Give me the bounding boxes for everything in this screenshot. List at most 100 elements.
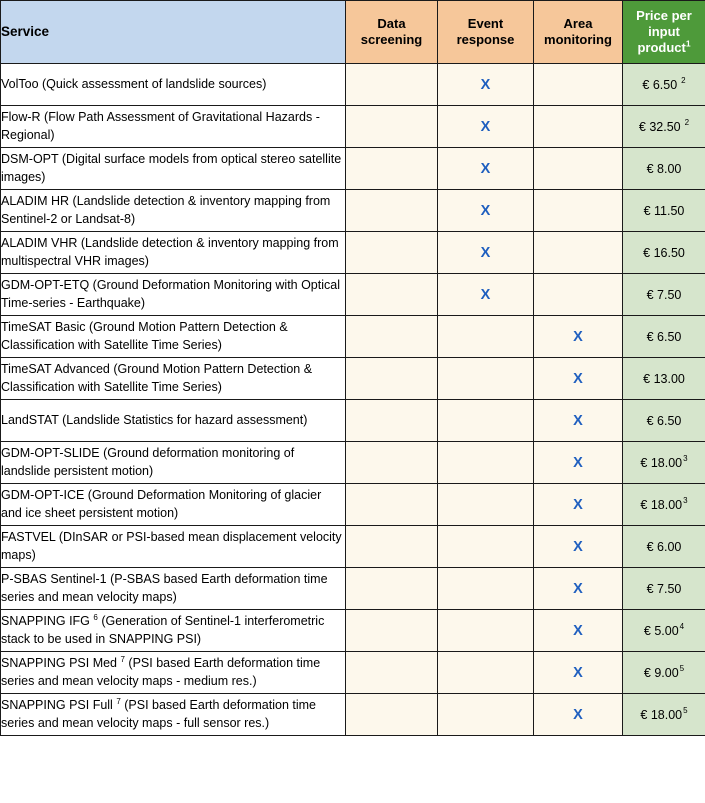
cell-event-response-empty — [437, 651, 534, 694]
cell-price: € 7.50 — [622, 273, 705, 316]
service-name-cell: GDM-OPT-ICE (Ground Deformation Monitori… — [0, 483, 346, 526]
column-header-area-monitoring: Area monitoring — [533, 0, 623, 64]
cell-event-response-empty — [437, 693, 534, 736]
service-name-cell: TimeSAT Basic (Ground Motion Pattern Det… — [0, 315, 346, 358]
cell-data-screening-empty — [345, 63, 438, 106]
price-footnote-marker: 2 — [681, 76, 686, 86]
cell-event-response-empty — [437, 399, 534, 442]
price-value: € 5.00 — [643, 623, 679, 638]
price-footnote-marker: 4 — [679, 622, 685, 632]
price-header-line-1: Price per — [636, 7, 692, 23]
cell-data-screening-empty — [345, 693, 438, 736]
price-footnote-marker: 3 — [683, 496, 688, 506]
table-row: P-SBAS Sentinel-1 (P-SBAS based Earth de… — [0, 567, 705, 610]
price-value: € 7.50 — [646, 287, 682, 302]
cell-event-response-empty — [437, 357, 534, 400]
cell-event-response-marked: X — [437, 231, 534, 274]
cell-price: € 8.00 — [622, 147, 705, 190]
table-row: SNAPPING IFG 6 (Generation of Sentinel-1… — [0, 609, 705, 652]
service-name-cell: FASTVEL (DInSAR or PSI-based mean displa… — [0, 525, 346, 568]
cell-event-response-empty — [437, 441, 534, 484]
cell-area-monitoring-marked: X — [533, 609, 623, 652]
price-header-line-2: input — [648, 23, 680, 39]
service-description-text: (PSI based Earth deformation time series… — [1, 697, 316, 730]
price-value: € 18.00 — [640, 497, 683, 512]
price-value: € 6.50 — [642, 77, 678, 92]
cell-event-response-marked: X — [437, 273, 534, 316]
cell-price: € 9.005 — [622, 651, 705, 694]
cell-price: € 6.50 2 — [622, 63, 705, 106]
cell-data-screening-empty — [345, 315, 438, 358]
price-value: € 6.50 — [646, 329, 682, 344]
cell-area-monitoring-empty — [533, 63, 623, 106]
cell-data-screening-empty — [345, 441, 438, 484]
table-header: Service Data screening Event response Ar… — [0, 0, 705, 64]
service-footnote-marker: 7 — [116, 696, 121, 706]
table-row: TimeSAT Basic (Ground Motion Pattern Det… — [0, 315, 705, 358]
cell-area-monitoring-marked: X — [533, 693, 623, 736]
cell-area-monitoring-marked: X — [533, 567, 623, 610]
table-row: GDM-OPT-ICE (Ground Deformation Monitori… — [0, 483, 705, 526]
table-row: ALADIM HR (Landslide detection & invento… — [0, 189, 705, 232]
service-price-table: Service Data screening Event response Ar… — [0, 0, 705, 736]
column-header-price: Price per input product1 — [622, 0, 705, 64]
cell-area-monitoring-marked: X — [533, 651, 623, 694]
service-description-text: (PSI based Earth deformation time series… — [1, 655, 321, 688]
service-name-cell: SNAPPING PSI Full 7 (PSI based Earth def… — [0, 693, 346, 736]
service-name-cell: TimeSAT Advanced (Ground Motion Pattern … — [0, 357, 346, 400]
price-footnote-marker: 5 — [679, 664, 685, 674]
cell-event-response-marked: X — [437, 105, 534, 148]
service-name-text: SNAPPING IFG — [1, 613, 94, 628]
cell-event-response-empty — [437, 567, 534, 610]
cell-area-monitoring-marked: X — [533, 441, 623, 484]
column-header-data-screening: Data screening — [345, 0, 438, 64]
service-name-text: SNAPPING PSI Full — [1, 697, 117, 712]
cell-data-screening-empty — [345, 399, 438, 442]
cell-event-response-marked: X — [437, 63, 534, 106]
service-name-cell: VolToo (Quick assessment of landslide so… — [0, 63, 346, 106]
price-value: € 8.00 — [646, 161, 682, 176]
service-name-cell: SNAPPING IFG 6 (Generation of Sentinel-1… — [0, 609, 346, 652]
price-footnote-marker: 3 — [683, 454, 688, 464]
cell-data-screening-empty — [345, 567, 438, 610]
cell-area-monitoring-empty — [533, 189, 623, 232]
service-name-cell: GDM-OPT-ETQ (Ground Deformation Monitori… — [0, 273, 346, 316]
price-footnote-marker: 5 — [683, 706, 688, 716]
header-row: Service Data screening Event response Ar… — [0, 0, 705, 64]
table-row: DSM-OPT (Digital surface models from opt… — [0, 147, 705, 190]
cell-event-response-empty — [437, 483, 534, 526]
cell-event-response-empty — [437, 525, 534, 568]
cell-price: € 11.50 — [622, 189, 705, 232]
service-name-cell: ALADIM HR (Landslide detection & invento… — [0, 189, 346, 232]
cell-data-screening-empty — [345, 189, 438, 232]
price-footnote-marker: 2 — [684, 118, 690, 128]
service-name-cell: GDM-OPT-SLIDE (Ground deformation monito… — [0, 441, 346, 484]
price-value: € 16.50 — [643, 245, 685, 260]
cell-area-monitoring-empty — [533, 147, 623, 190]
service-name-cell: P-SBAS Sentinel-1 (P-SBAS based Earth de… — [0, 567, 346, 610]
price-value: € 6.50 — [646, 413, 682, 428]
table-row: ALADIM VHR (Landslide detection & invent… — [0, 231, 705, 274]
table-row: GDM-OPT-SLIDE (Ground deformation monito… — [0, 441, 705, 484]
service-footnote-marker: 7 — [120, 654, 125, 664]
service-description-text: (Generation of Sentinel-1 interferometri… — [1, 613, 325, 646]
cell-event-response-marked: X — [437, 147, 534, 190]
service-footnote-marker: 6 — [93, 612, 98, 622]
cell-event-response-marked: X — [437, 189, 534, 232]
cell-data-screening-empty — [345, 273, 438, 316]
cell-area-monitoring-empty — [533, 105, 623, 148]
price-header-footnote-marker: 1 — [685, 38, 691, 49]
price-value: € 7.50 — [646, 581, 682, 596]
cell-area-monitoring-marked: X — [533, 399, 623, 442]
price-value: € 9.00 — [643, 665, 679, 680]
table-row: Flow-R (Flow Path Assessment of Gravitat… — [0, 105, 705, 148]
table-row: LandSTAT (Landslide Statistics for hazar… — [0, 399, 705, 442]
cell-price: € 18.005 — [622, 693, 705, 736]
table-row: VolToo (Quick assessment of landslide so… — [0, 63, 705, 106]
cell-price: € 18.003 — [622, 483, 705, 526]
service-name-text: SNAPPING PSI Med — [1, 655, 121, 670]
cell-area-monitoring-marked: X — [533, 315, 623, 358]
cell-event-response-empty — [437, 609, 534, 652]
cell-price: € 7.50 — [622, 567, 705, 610]
cell-price: € 18.003 — [622, 441, 705, 484]
